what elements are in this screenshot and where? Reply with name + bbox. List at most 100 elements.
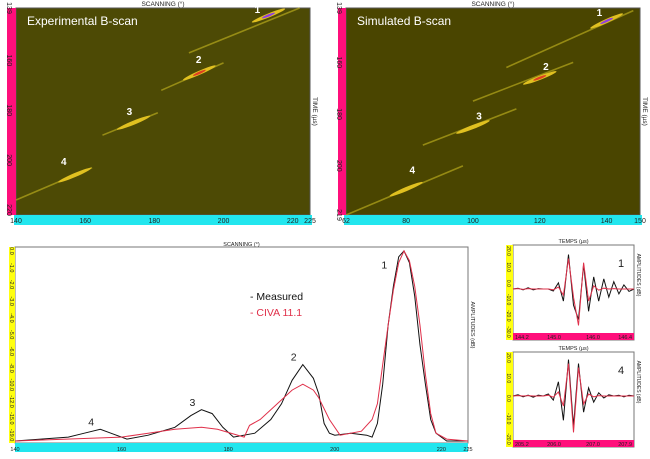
x-tick-label: 80 [402, 218, 410, 225]
echo-hotspot [600, 17, 613, 25]
peak-label: 4 [88, 416, 94, 428]
scanning-axis-bar [15, 443, 468, 452]
y-tick-label: -2.0 [8, 280, 14, 289]
x-axis-title: SCANNING (°) [471, 0, 514, 8]
legend-entry: - CIVA 11.1 [250, 307, 302, 319]
x-axis-title: SCANNING (°) [141, 0, 184, 8]
time-axis-bar [513, 440, 634, 447]
echo-peak [456, 120, 490, 134]
amplitude-axis-bar [506, 352, 513, 447]
echo-label: 3 [127, 107, 133, 118]
y-axis-title: AMPLITUDES (dB) [635, 361, 641, 404]
y-tick-label: 0.0 [505, 395, 511, 402]
bscan-plot-area [345, 7, 641, 216]
y-tick-label: -15.0 [8, 412, 14, 425]
x-tick-label: 145.0 [547, 335, 561, 341]
y-tick-label: 20.0 [505, 353, 511, 363]
y-tick-label: -10.0 [505, 413, 511, 425]
y-tick-label: 139 [335, 2, 342, 14]
y-tick-label: -20.0 [505, 433, 511, 445]
x-tick-label: 120 [534, 218, 546, 225]
echo-streak [472, 61, 574, 102]
x-tick-label: 160 [117, 447, 126, 453]
y-tick-label: 180 [335, 108, 342, 120]
ascan-label: 4 [618, 365, 624, 377]
peak-label: 1 [381, 260, 387, 272]
legend-entry: - Measured [250, 291, 303, 303]
x-tick-label: 220 [437, 447, 446, 453]
x-tick-label: 205.2 [515, 442, 529, 448]
y-tick-label: 200 [335, 160, 342, 172]
time-axis-bar [338, 8, 346, 215]
amplitude-axis-bar [506, 245, 513, 340]
series-line-civa-11-1 [14, 249, 469, 442]
y-tick-label: 220 [5, 204, 12, 216]
echo-label: 1 [255, 5, 261, 16]
y-tick-label: -5.0 [8, 330, 14, 339]
x-tick-label: 146.0 [586, 335, 600, 341]
ascan-line-civa-11-1 [512, 363, 634, 433]
x-tick-label: 100 [467, 218, 479, 225]
echodynamic-plot-area [14, 246, 469, 444]
bscan-title: Simulated B-scan [357, 14, 451, 28]
bscan-plot-area [15, 7, 311, 216]
y-tick-label: -3.0 [8, 296, 14, 305]
x-tick-label: 140 [10, 218, 22, 225]
x-tick-label: 200 [218, 218, 230, 225]
x-tick-label: 140 [10, 447, 19, 453]
scanning-axis-bar [14, 215, 312, 225]
y-tick-label: 180 [5, 104, 12, 116]
y-tick-label: 160 [335, 56, 342, 68]
x-tick-label: 150 [634, 218, 646, 225]
y-axis-title: TIME (µs) [311, 97, 318, 126]
time-axis-bar [513, 333, 634, 340]
bscan-title: Experimental B-scan [27, 14, 138, 28]
y-tick-label: -12.0 [8, 395, 14, 408]
echo-peak [116, 115, 151, 130]
echo-hotspot [261, 12, 275, 19]
y-tick-label: 10.0 [505, 262, 511, 272]
y-tick-label: -10.0 [505, 294, 511, 306]
y-tick-label: -30.0 [505, 326, 511, 338]
time-axis-bar [7, 8, 16, 215]
x-axis-title: SCANNING (°) [223, 242, 260, 248]
x-tick-label: 180 [149, 218, 161, 225]
ascan-label: 1 [618, 258, 624, 270]
echo-streak [188, 7, 300, 54]
y-tick-label: -20.0 [505, 310, 511, 322]
ascan-plot-area [512, 351, 635, 448]
x-tick-label: 225 [304, 218, 316, 225]
echo-label: 4 [61, 157, 67, 168]
x-tick-label: 207.0 [586, 442, 600, 448]
y-tick-label: 0.0 [8, 247, 14, 255]
echo-label: 1 [597, 8, 603, 19]
x-tick-label: 180 [224, 447, 233, 453]
echo-label: 3 [476, 111, 482, 122]
x-tick-label: 200 [330, 447, 339, 453]
y-tick-label: 200 [5, 154, 12, 166]
amplitude-axis-bar [9, 247, 15, 443]
echo-peak [389, 181, 423, 197]
echo-hotspot [192, 69, 206, 76]
scanning-axis-bar [344, 215, 642, 225]
y-tick-label: 219 [335, 209, 342, 221]
y-tick-label: -1.0 [8, 263, 14, 272]
x-axis-title: TEMPS (µs) [558, 346, 588, 352]
y-tick-label: -8.0 [8, 363, 14, 372]
y-tick-label: 0.0 [505, 280, 511, 287]
x-tick-label: 225 [463, 447, 472, 453]
x-tick-label: 207.9 [618, 442, 632, 448]
x-tick-label: 62 [342, 218, 350, 225]
ascan-line-measured [512, 254, 635, 320]
echo-hotspot [533, 75, 547, 81]
x-tick-label: 140 [601, 218, 613, 225]
y-axis-title: AMPLITUDES (dB) [635, 254, 641, 297]
y-axis-title: AMPLITUDES (dB) [469, 301, 475, 348]
y-axis-title: TIME (µs) [641, 97, 648, 126]
echo-label: 4 [409, 166, 415, 177]
y-tick-label: -10.0 [8, 379, 14, 392]
echo-label: 2 [196, 55, 202, 66]
peak-label: 2 [291, 352, 297, 364]
y-tick-label: 160 [5, 55, 12, 67]
x-tick-label: 160 [79, 218, 91, 225]
